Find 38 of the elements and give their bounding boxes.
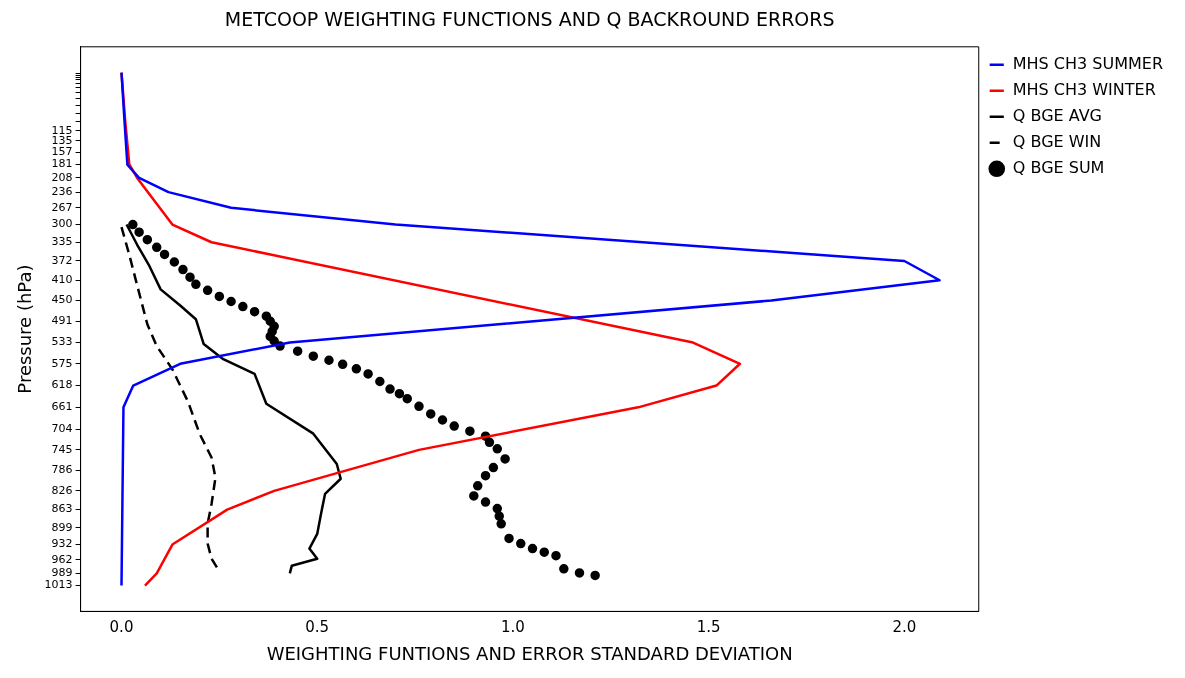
y-tick-label: 335 bbox=[51, 235, 73, 249]
y-tick-label: 962 bbox=[51, 552, 73, 566]
y-tick-label: 826 bbox=[51, 483, 73, 497]
x-tick-label: 1.0 bbox=[501, 618, 525, 637]
y-tick-label: 491 bbox=[51, 314, 73, 328]
y-tick-label: 899 bbox=[51, 520, 73, 534]
y-tick-label: 181 bbox=[51, 157, 73, 171]
y-tick-label: 932 bbox=[51, 537, 73, 551]
y-tick-label: 410 bbox=[51, 273, 73, 287]
y-tick-label: 989 bbox=[51, 566, 73, 580]
y-tick-label: 533 bbox=[51, 335, 73, 349]
y-tick-label: 236 bbox=[51, 184, 73, 198]
y-tick-label: 618 bbox=[51, 378, 73, 392]
y-tick-label: 157 bbox=[51, 144, 73, 158]
legend-label: Q BGE AVG bbox=[1012, 105, 1102, 125]
y-tick-label: 575 bbox=[51, 356, 73, 370]
y-tick-label: 745 bbox=[51, 442, 73, 456]
y-tick-label: 661 bbox=[51, 400, 73, 414]
legend-label: MHS CH3 SUMMER bbox=[1012, 53, 1163, 73]
chart-title: METCOOP WEIGHTING FUNCTIONS AND Q BACKROUND ERRORS bbox=[224, 8, 835, 31]
y-tick-label: 1013 bbox=[44, 578, 73, 592]
x-tick-label: 0.0 bbox=[109, 618, 134, 637]
y-tick-label: 704 bbox=[51, 421, 73, 435]
y-axis-title: Pressure (hPa) bbox=[14, 264, 36, 394]
legend-label: Q BGE SUM bbox=[1012, 157, 1105, 177]
y-tick-label: 267 bbox=[51, 200, 73, 214]
y-tick-label: 863 bbox=[51, 502, 73, 516]
x-tick-label: 2.0 bbox=[892, 618, 917, 637]
x-axis-title: WEIGHTING FUNTIONS AND ERROR STANDARD DEVIATION bbox=[266, 642, 793, 664]
legend-label: Q BGE WIN bbox=[1012, 131, 1102, 151]
y-tick-label: 300 bbox=[51, 217, 73, 231]
legend-label: MHS CH3 WINTER bbox=[1012, 79, 1156, 99]
y-tick-label: 208 bbox=[51, 170, 73, 184]
x-tick-label: 0.5 bbox=[305, 618, 330, 637]
y-tick-label: 450 bbox=[51, 293, 73, 307]
y-tick-label: 786 bbox=[51, 463, 73, 477]
x-tick-label: 1.5 bbox=[696, 618, 721, 637]
y-tick-label: 372 bbox=[51, 253, 73, 267]
